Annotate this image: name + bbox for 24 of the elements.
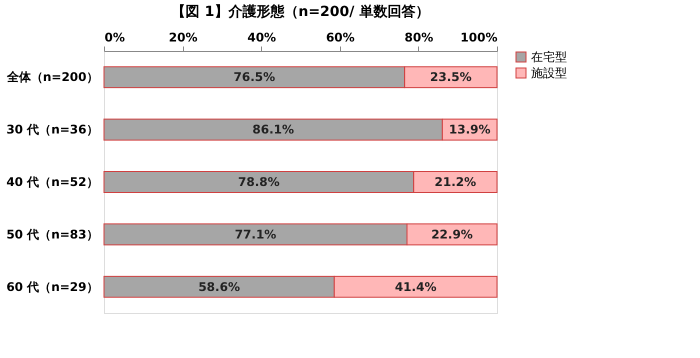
x-tick-label: 60% [326,30,355,44]
x-tick-label: 20% [168,30,198,44]
data-label: 78.8% [238,175,280,189]
y-tick-label: 60 代（n=29） [6,280,98,294]
y-tick-label: 40 代（n=52） [6,175,98,189]
y-tick-label: 50 代（n=83） [6,227,98,242]
x-tick-label: 0% [104,30,125,44]
chart-title: 【図 1】介護形態（n=200/ 単数回答） [172,3,430,20]
legend-label: 施設型 [531,66,567,80]
data-label: 22.9% [431,227,473,242]
data-label: 86.1% [252,122,294,137]
y-tick-label: 30 代（n=36） [6,122,98,137]
data-label: 58.6% [198,280,240,294]
data-label: 21.2% [434,175,476,189]
x-tick-label: 40% [247,30,276,44]
data-label: 23.5% [430,70,472,84]
y-tick-label: 全体（n=200） [6,70,98,84]
data-label: 41.4% [394,280,436,294]
x-tick-label: 80% [404,30,434,44]
data-label: 76.5% [234,70,276,84]
data-label: 13.9% [448,122,491,137]
x-tick-label: 100% [460,30,498,44]
data-label: 77.1% [234,227,276,242]
legend-label: 在宅型 [531,50,567,64]
